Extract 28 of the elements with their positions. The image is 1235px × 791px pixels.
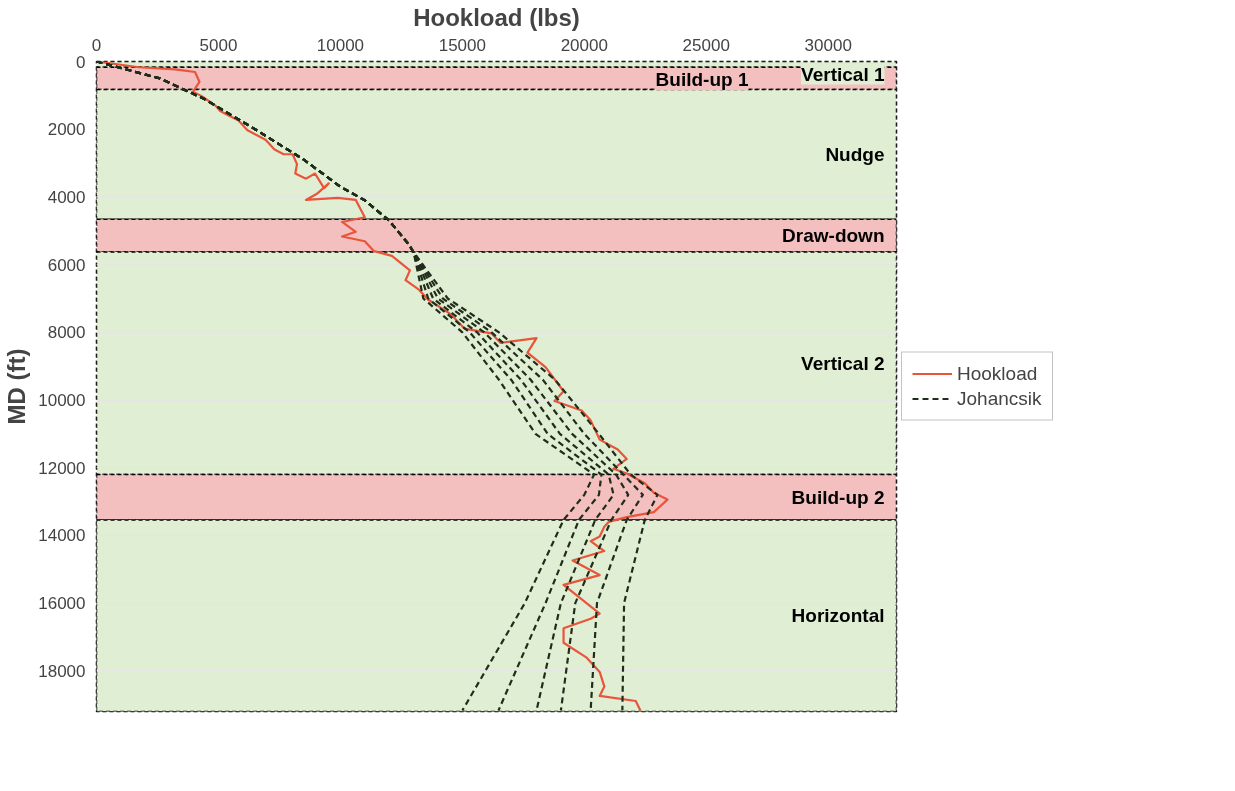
band-label: Draw-down [782,225,885,247]
y-tick-label: 12000 [38,458,86,478]
y-tick-label: 0 [76,52,86,72]
band-label: Vertical 2 [801,352,885,374]
y-axis-title: MD (ft) [3,348,31,425]
x-tick-label: 5000 [199,35,238,55]
band-label: Nudge [825,143,885,165]
band-label: Build-up 1 [655,69,749,91]
band-label: Build-up 2 [791,486,885,508]
y-tick-label: 16000 [38,594,86,614]
band-label: Vertical 1 [801,63,885,85]
x-tick-label: 15000 [438,35,486,55]
x-tick-label: 10000 [316,35,365,55]
x-tick-label: 0 [91,35,102,55]
y-tick-label: 14000 [38,526,86,546]
legend-label: Hookload [957,362,1038,385]
x-tick-label: 30000 [804,35,852,55]
y-tick-label: 18000 [38,661,86,681]
y-tick-label: 6000 [47,255,86,275]
x-tick-label: 25000 [682,35,730,55]
y-tick-label: 10000 [38,391,86,411]
y-tick-label: 4000 [47,187,86,207]
y-tick-label: 8000 [47,323,86,343]
band-label: Horizontal [791,605,885,627]
y-tick-label: 2000 [47,120,86,140]
legend-label: Johancsik [957,387,1042,410]
x-tick-label: 20000 [560,35,608,55]
x-axis-title: Hookload (lbs) [413,3,580,31]
